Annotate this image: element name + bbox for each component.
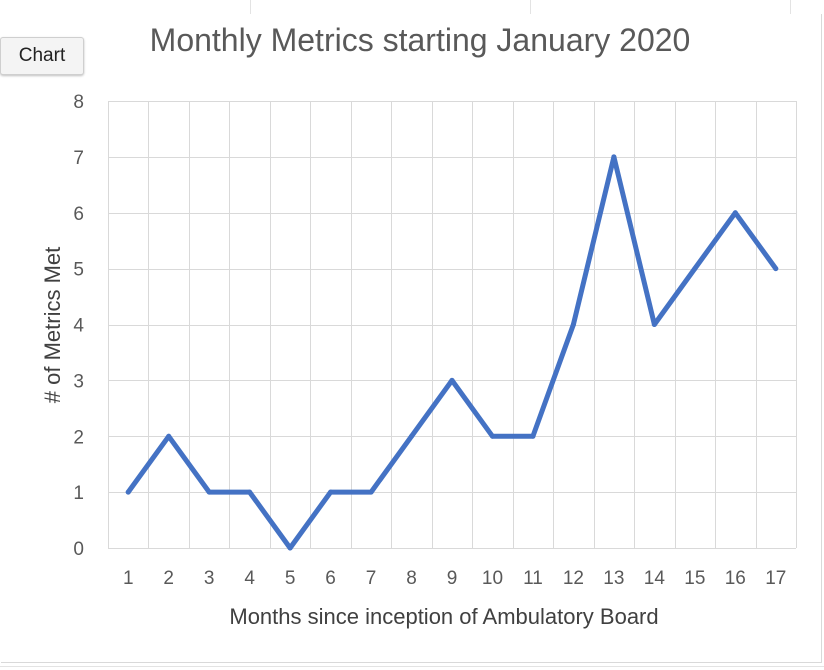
data-point <box>328 489 334 495</box>
y-tick-label: 3 <box>73 371 84 392</box>
x-tick-label: 15 <box>684 568 705 589</box>
data-point <box>732 210 738 216</box>
sheet-gridline <box>790 0 791 14</box>
x-tick-label: 1 <box>123 568 134 589</box>
data-point <box>773 266 779 272</box>
data-point <box>692 266 698 272</box>
x-tick-label: 8 <box>406 568 417 589</box>
x-tick-label: 3 <box>204 568 215 589</box>
x-tick-label: 17 <box>765 568 786 589</box>
data-point <box>489 433 495 439</box>
y-tick-label: 5 <box>73 260 84 281</box>
data-point <box>125 489 131 495</box>
data-point <box>368 489 374 495</box>
x-tick-label: 13 <box>603 568 624 589</box>
data-point <box>166 433 172 439</box>
chart-object[interactable] <box>1 14 822 663</box>
x-tick-label: 2 <box>163 568 174 589</box>
y-tick-label: 0 <box>73 539 84 560</box>
y-tick-label: 2 <box>73 427 84 448</box>
sheet-gridline <box>530 0 531 14</box>
y-tick-label: 8 <box>73 92 84 113</box>
x-tick-label: 6 <box>325 568 336 589</box>
sheet-gridline <box>250 0 251 14</box>
chart-tag-button[interactable]: Chart <box>0 37 84 75</box>
y-axis-title: # of Metrics Met <box>40 247 65 403</box>
data-point <box>651 322 657 327</box>
series-layer <box>125 154 779 551</box>
data-point <box>570 322 576 327</box>
x-tick-label: 14 <box>644 568 666 589</box>
y-tick-label: 7 <box>73 148 84 169</box>
y-tick-label: 6 <box>73 204 84 225</box>
x-tick-label: 12 <box>563 568 584 589</box>
gridlines <box>108 101 797 549</box>
data-point <box>530 433 536 439</box>
y-tick-label: 1 <box>73 483 84 504</box>
x-axis-title: Months since inception of Ambulatory Boa… <box>229 604 658 629</box>
data-point <box>247 489 253 495</box>
x-tick-label: 11 <box>523 568 543 589</box>
sheet-gridline <box>0 666 824 667</box>
data-point <box>206 489 212 495</box>
chart-title: Monthly Metrics starting January 2020 <box>149 22 691 58</box>
x-tick-label: 10 <box>482 568 503 589</box>
series-line <box>125 154 779 551</box>
x-tick-label: 5 <box>285 568 296 589</box>
y-tick-labels: 0 1 2 3 4 5 6 7 8 <box>73 92 84 560</box>
x-tick-label: 9 <box>447 568 458 589</box>
data-point <box>409 433 415 439</box>
x-tick-label: 4 <box>244 568 255 589</box>
data-point <box>287 545 293 551</box>
y-tick-label: 4 <box>73 316 84 337</box>
x-tick-labels: 1 2 3 4 5 6 7 8 9 10 11 12 13 14 15 16 17 <box>123 568 786 589</box>
data-point <box>449 377 455 383</box>
data-point <box>611 154 617 160</box>
x-tick-label: 16 <box>725 568 746 589</box>
x-tick-label: 7 <box>366 568 377 589</box>
